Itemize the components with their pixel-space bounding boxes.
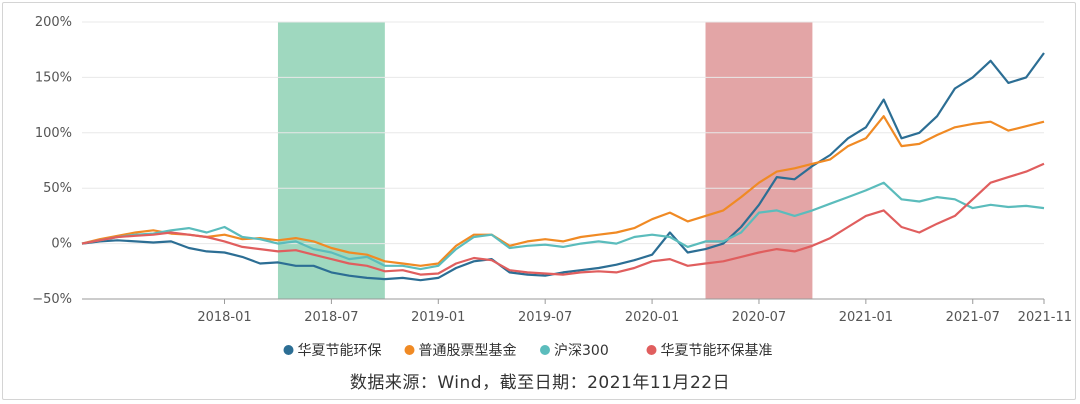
series-line-3 (81, 162, 1045, 276)
x-tick-label: 2019-07 (518, 310, 572, 325)
legend-marker-3 (646, 345, 657, 355)
legend-label-3: 华夏节能环保基准 (661, 342, 773, 359)
y-tick-label: 0% (51, 237, 72, 252)
chart-frame (2, 2, 1076, 400)
x-tick-label: 2018-01 (197, 310, 251, 325)
y-tick-label: 50% (43, 181, 72, 196)
legend-label-0: 华夏节能环保 (298, 343, 382, 359)
y-tick-label: 150% (35, 70, 72, 85)
series-line-1 (81, 115, 1045, 267)
legend-marker-2 (540, 345, 550, 355)
x-tick-label: 2020-07 (732, 310, 786, 325)
x-tick-label: 2020-01 (625, 310, 679, 325)
y-tick-label: 200% (35, 15, 72, 30)
x-tick-label: 2018-07 (304, 310, 358, 325)
series-line-2 (81, 181, 1045, 271)
x-tick-label: 2019-01 (411, 310, 465, 325)
series-line-0 (81, 52, 1045, 282)
y-tick-label: −50% (32, 292, 72, 307)
x-tick-label: 2021-07 (946, 310, 1000, 325)
legend-marker-1 (404, 345, 415, 355)
legend-marker-0 (283, 345, 294, 355)
legend-label-1: 普通股票型基金 (419, 342, 517, 359)
legend-label-2: 沪深300 (554, 343, 609, 359)
data-source-note: 数据来源：Wind，截至日期：2021年11月22日 (349, 373, 731, 393)
x-tick-label: 2021-11 (1018, 310, 1072, 325)
y-tick-label: 100% (35, 126, 72, 141)
shaded-period-1 (705, 22, 813, 299)
x-tick-label: 2021-01 (839, 310, 893, 325)
